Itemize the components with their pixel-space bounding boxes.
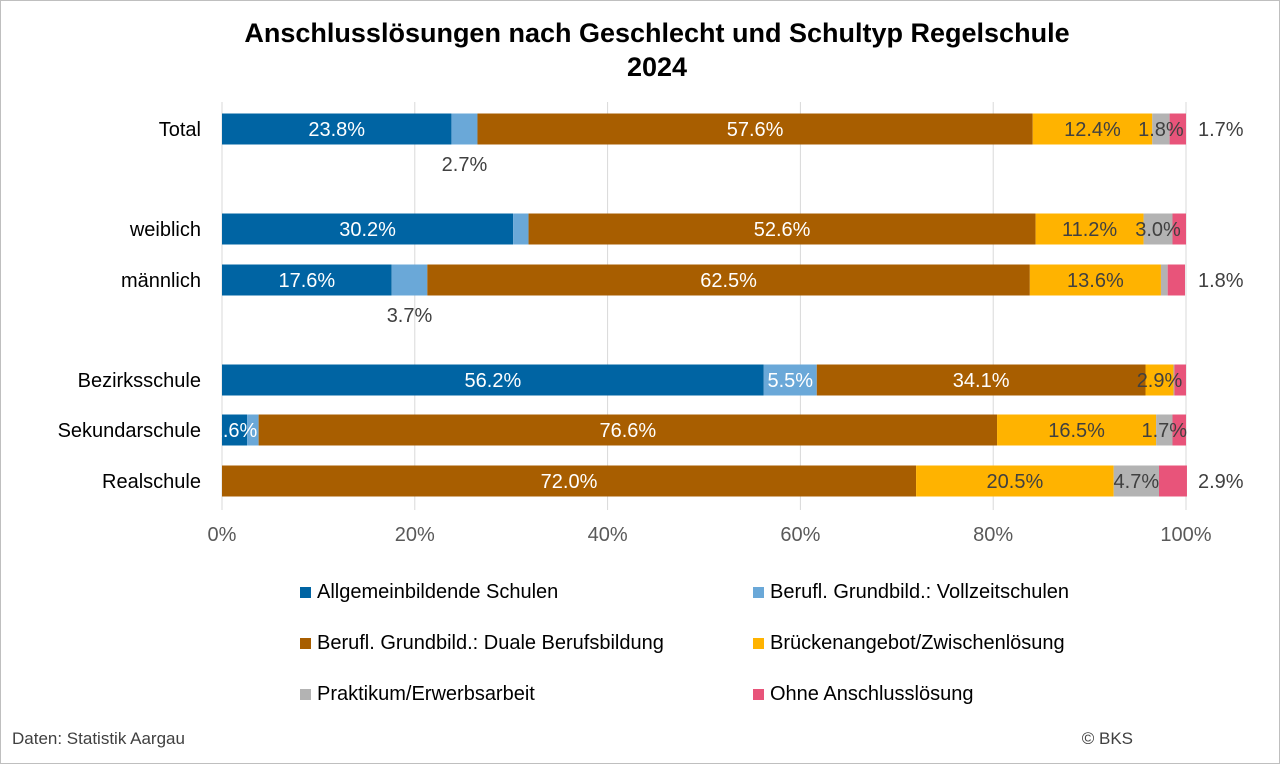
data-label: 57.6% (727, 119, 784, 141)
bar-segment (1145, 364, 1174, 396)
data-label: 1.7% (1142, 420, 1188, 442)
bar-segment (1029, 264, 1161, 296)
bar-segment (222, 465, 917, 497)
data-label: 2.7% (442, 154, 488, 176)
category-label: weiblich (129, 219, 201, 241)
bar-segment (222, 264, 392, 296)
legend-swatch (300, 689, 311, 700)
chart-subtitle: 2024 (627, 52, 687, 82)
data-label: 12.4% (1064, 119, 1121, 141)
data-label: 5.5% (767, 370, 813, 392)
bar-segment (1173, 364, 1175, 396)
data-label: 1.8% (1138, 119, 1184, 141)
legend-label: Ohne Anschlusslösung (770, 683, 973, 705)
bar-segment (222, 213, 514, 245)
data-label: 13.6% (1067, 270, 1124, 292)
legend-swatch (753, 638, 764, 649)
bar-segment (477, 113, 1033, 145)
data-label: 52.6% (754, 219, 811, 241)
category-label: Bezirksschule (78, 370, 201, 392)
data-label: 3.7% (387, 305, 433, 327)
legend-swatch (753, 587, 764, 598)
bar-segment (916, 465, 1114, 497)
data-label: 3.0% (1135, 219, 1181, 241)
legend-label: Praktikum/Erwerbsarbeit (317, 683, 535, 705)
bar-segment (1113, 465, 1160, 497)
bar-segment (1143, 213, 1173, 245)
bar-segment (528, 213, 1036, 245)
bar-segment (1169, 113, 1186, 145)
bars (222, 113, 1187, 497)
data-label: 17.6% (278, 270, 335, 292)
data-label: 11.2% (1062, 219, 1117, 241)
data-label: 1.7% (1198, 119, 1244, 141)
legend: Allgemeinbildende Schulen Berufl. Grundbi… (300, 581, 1069, 705)
data-label: 4.7% (1114, 471, 1160, 493)
bar-segment (427, 264, 1030, 296)
x-tick-label: 100% (1160, 524, 1211, 546)
bar-segment (222, 113, 452, 145)
bar-segment (1172, 213, 1186, 245)
bar-segment (997, 414, 1157, 446)
bar-segment (513, 213, 529, 245)
legend-label: Brückenangebot/Zwischenlösung (770, 632, 1065, 654)
data-label: 72.0% (541, 471, 598, 493)
category-label: Total (159, 119, 201, 141)
bar-segment (763, 364, 817, 396)
x-tick-label: 60% (780, 524, 820, 546)
legend-swatch (300, 587, 311, 598)
legend-swatch (753, 689, 764, 700)
category-label: männlich (121, 270, 201, 292)
bar-segment (1156, 414, 1173, 446)
data-label: 56.2% (465, 370, 522, 392)
bar-segment (1174, 364, 1186, 396)
bar-segment (1160, 264, 1168, 296)
data-label: 34.1% (953, 370, 1010, 392)
data-labels: 23.8% 2.7% 57.6% 12.4% 1.8% 1.7% 30.2% 52.6% 11.… (212, 119, 1244, 493)
bar-segment (222, 414, 248, 446)
bar-segment (1152, 113, 1170, 145)
x-tick-label: 80% (973, 524, 1013, 546)
data-label: 2.9% (1137, 370, 1183, 392)
x-tick-label: 20% (395, 524, 435, 546)
copyright-note: © BKS (1082, 729, 1133, 748)
data-label: 20.5% (987, 471, 1044, 493)
source-note: Daten: Statistik Aargau (12, 729, 185, 748)
x-tick-label: 0% (208, 524, 237, 546)
data-label: 30.2% (339, 219, 396, 241)
bar-segment (1159, 465, 1187, 497)
legend-label: Berufl. Grundbild.: Vollzeitschulen (770, 581, 1069, 603)
legend-label: Allgemeinbildende Schulen (317, 581, 558, 603)
bar-segment (451, 113, 478, 145)
x-axis-ticks: 0% 20% 40% 60% 80% 100% (208, 524, 1212, 546)
data-label: 2.9% (1198, 471, 1244, 493)
legend-swatch (300, 638, 311, 649)
bar-segment (247, 414, 259, 446)
legend-label: Berufl. Grundbild.: Duale Berufsbildung (317, 632, 664, 654)
category-label: Realschule (102, 471, 201, 493)
data-label: 23.8% (308, 119, 365, 141)
bar-segment (258, 414, 998, 446)
data-label: 16.5% (1048, 420, 1105, 442)
bar-segment (1035, 213, 1144, 245)
bar-segment (222, 364, 764, 396)
grid (221, 102, 1187, 510)
category-label: Sekundarschule (58, 420, 201, 442)
bar-segment (1172, 414, 1186, 446)
data-label: 1.8% (1198, 270, 1244, 292)
bar-segment (1032, 113, 1153, 145)
bar-segment (391, 264, 428, 296)
category-labels: Total weiblich männlich Bezirksschule Sekund… (58, 119, 201, 493)
bar-segment (816, 364, 1146, 396)
chart-title: Anschlusslösungen nach Geschlecht und Sc… (244, 18, 1069, 48)
data-label: 2.6% (212, 420, 258, 442)
data-label: 62.5% (700, 270, 757, 292)
data-label: 76.6% (599, 420, 656, 442)
x-tick-label: 40% (588, 524, 628, 546)
bar-segment (1167, 264, 1186, 296)
